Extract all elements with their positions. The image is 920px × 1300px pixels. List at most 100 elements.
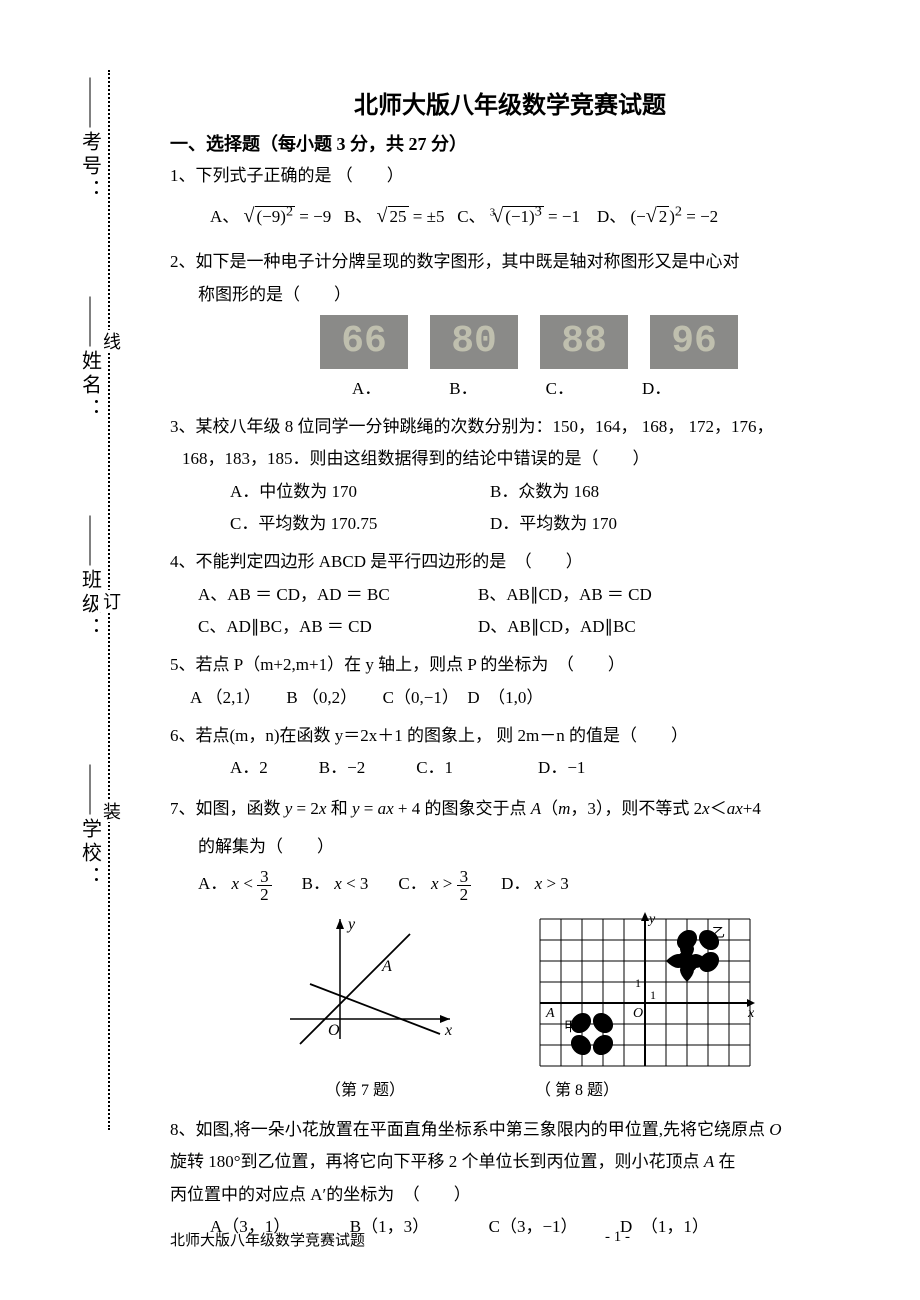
- svg-text:x: x: [444, 1022, 452, 1039]
- question-5: 5、若点 P（m+2,m+1）在 y 轴上，则点 P 的坐标为 （ ） A （2…: [170, 649, 850, 714]
- side-underline: [90, 297, 91, 347]
- scoreboard-a: 66: [320, 315, 408, 369]
- q7-opts: A． x < 32 B． x < 3 C． x > 32 D． x > 3: [170, 865, 850, 903]
- q1-optB-label: B、: [344, 207, 372, 226]
- side-label: 学校：: [76, 818, 105, 890]
- q8-A: A: [704, 1152, 714, 1171]
- sb-label-b: B．: [449, 373, 477, 405]
- sb-label-a: A．: [352, 373, 381, 405]
- question-2: 2、如下是一种电子计分牌呈现的数字图形，其中既是轴对称图形又是中心对 称图形的是…: [170, 246, 850, 405]
- q1-optD-label: D、: [597, 207, 626, 226]
- q8-line2b-text: 在: [714, 1152, 735, 1171]
- q7-optB-label: B．: [302, 874, 330, 893]
- scoreboard-d: 96: [650, 315, 738, 369]
- figure-labels: （第 7 题） （ 第 8 题）: [325, 1073, 850, 1108]
- q7-eq1: y = 2x: [285, 799, 327, 818]
- exam-title: 北师大版八年级数学竞赛试题: [170, 85, 850, 120]
- q7-ineq: 2x＜ax+4: [694, 799, 761, 818]
- q7-optD-label: D．: [501, 874, 530, 893]
- scoreboard-row: 66 80 88 96: [320, 315, 850, 369]
- side-label: 姓名：: [76, 350, 105, 422]
- bind-char-xian: 线: [98, 330, 124, 352]
- bind-char-zhuang: 装: [98, 800, 124, 822]
- bind-char-ding: 订: [98, 590, 124, 612]
- q6-stem: 6、若点(m，n)在函数 y＝2x＋1 的图象上， 则 2m－n 的值是（ ）: [170, 720, 850, 752]
- q8-line3: 丙位置中的对应点 A′的坐标为 （ ）: [170, 1179, 850, 1211]
- main-content: 北师大版八年级数学竞赛试题 一、选择题（每小题 3 分，共 27 分） 1、下列…: [170, 85, 850, 1249]
- q7-optC: C． x > 32: [398, 865, 471, 903]
- figure-q8-grid: y x O 1 1 A 甲 乙: [530, 909, 760, 1069]
- scoreboard-c: 88: [540, 315, 628, 369]
- q7-mid3: （: [541, 799, 558, 818]
- svg-text:y: y: [346, 916, 356, 933]
- question-1: 1、下列式子正确的是 （ ） A、 √(−9)2 = −9 B、 √25 = ±…: [170, 160, 850, 240]
- q7-optA: A． x < 32: [198, 865, 272, 903]
- side-underline: [90, 516, 91, 566]
- q6-opts: A．2 B．−2 C．1 D．−1: [170, 752, 850, 784]
- sb-label-c: C．: [546, 373, 574, 405]
- scoreboard-labels: A． B． C． D．: [352, 373, 850, 405]
- q8-line1-text: 8、如图,将一朵小花放置在平面直角坐标系中第三象限内的甲位置,先将它绕原点: [170, 1120, 769, 1139]
- q7-optC-label: C．: [398, 874, 426, 893]
- scoreboard-digits: 96: [671, 323, 717, 361]
- sb-label-d: D．: [642, 373, 671, 405]
- svg-text:O: O: [328, 1022, 340, 1039]
- q3-line1: 3、某校八年级 8 位同学一分钟跳绳的次数分别为：150，164， 168， 1…: [170, 411, 850, 443]
- question-3: 3、某校八年级 8 位同学一分钟跳绳的次数分别为：150，164， 168， 1…: [170, 411, 850, 540]
- svg-text:乙: 乙: [712, 925, 725, 940]
- section-1-heading: 一、选择题（每小题 3 分，共 27 分）: [170, 130, 850, 156]
- q1-stem: 1、下列式子正确的是 （ ）: [170, 160, 850, 192]
- q7-mid2: 的图象交于点: [420, 799, 531, 818]
- q4-stem: 4、不能判定四边形 ABCD 是平行四边形的是 （ ）: [170, 546, 850, 578]
- q4-opts-row1: A、AB ＝ CD，AD ＝ BC B、AB∥CD，AB ＝ CD: [170, 579, 850, 611]
- footer-page: - 1 -: [605, 1229, 630, 1250]
- figure-row: O x y A: [280, 909, 850, 1069]
- q8-O: O: [769, 1120, 781, 1139]
- q7-eq2: y = ax + 4: [352, 799, 420, 818]
- figure-q7-graph: O x y A: [280, 909, 460, 1049]
- side-underline: [90, 78, 91, 128]
- svg-text:甲: 甲: [564, 1019, 577, 1034]
- q7-mid4: ，3），则不等式: [570, 799, 693, 818]
- q7-optB: B． x < 3: [302, 865, 369, 902]
- q1-options: A、 √(−9)2 = −9 B、 √25 = ±5 C、 3√(−1)3 = …: [170, 192, 850, 240]
- side-label: 考号：: [76, 131, 105, 203]
- q1-optC-label: C、: [457, 207, 485, 226]
- q3-optA: A．中位数为 170: [230, 476, 490, 508]
- q2-line2: 称图形的是（ ）: [170, 279, 850, 311]
- q3-opts-row2: C．平均数为 170.75 D．平均数为 170: [170, 508, 850, 540]
- q3-line2: 168，183，185．则由这组数据得到的结论中错误的是（ ）: [170, 443, 850, 475]
- svg-text:1: 1: [635, 976, 641, 990]
- q3-opts-row1: A．中位数为 170 B．众数为 168: [170, 476, 850, 508]
- q1-optA-label: A、: [210, 207, 239, 226]
- q8-line1: 8、如图,将一朵小花放置在平面直角坐标系中第三象限内的甲位置,先将它绕原点 O: [170, 1114, 850, 1146]
- question-8: 8、如图,将一朵小花放置在平面直角坐标系中第三象限内的甲位置,先将它绕原点 O …: [170, 1114, 850, 1243]
- q7-m: m: [558, 799, 570, 818]
- q8-line2: 旋转 180°到乙位置，再将它向下平移 2 个单位长到丙位置，则小花顶点 A 在: [170, 1146, 850, 1178]
- q3-optC: C．平均数为 170.75: [230, 508, 490, 540]
- q4-optC: C、AD∥BC，AB ＝ CD: [198, 611, 478, 643]
- q3-optD: D．平均数为 170: [490, 508, 617, 540]
- q1-optA-math: √(−9)2 = −9: [244, 207, 332, 226]
- scoreboard-b: 80: [430, 315, 518, 369]
- page-footer: 北师大版八年级数学竞赛试题 - 1 -: [170, 1229, 850, 1250]
- q7-optA-label: A．: [198, 874, 227, 893]
- q4-optA: A、AB ＝ CD，AD ＝ BC: [198, 579, 478, 611]
- question-4: 4、不能判定四边形 ABCD 是平行四边形的是 （ ） A、AB ＝ CD，AD…: [170, 546, 850, 643]
- question-7: 7、如图，函数 y = 2x 和 y = ax + 4 的图象交于点 A（m，3…: [170, 790, 850, 1108]
- svg-text:A: A: [545, 1006, 555, 1021]
- q2-line1: 2、如下是一种电子计分牌呈现的数字图形，其中既是轴对称图形又是中心对: [170, 246, 850, 278]
- q5-stem: 5、若点 P（m+2,m+1）在 y 轴上，则点 P 的坐标为 （ ）: [170, 649, 850, 681]
- q4-opts-row2: C、AD∥BC，AB ＝ CD D、AB∥CD，AD∥BC: [170, 611, 850, 643]
- svg-text:A: A: [381, 958, 392, 975]
- q8-line2-text: 旋转 180°到乙位置，再将它向下平移 2 个单位长到丙位置，则小花顶点: [170, 1152, 704, 1171]
- scoreboard-digits: 80: [451, 323, 497, 361]
- q7-line2: 的解集为（ ）: [170, 828, 850, 865]
- question-6: 6、若点(m，n)在函数 y＝2x＋1 的图象上， 则 2m－n 的值是（ ） …: [170, 720, 850, 785]
- svg-text:O: O: [633, 1006, 643, 1021]
- svg-text:1: 1: [650, 988, 656, 1002]
- footer-title: 北师大版八年级数学竞赛试题: [170, 1229, 365, 1250]
- q4-optD: D、AB∥CD，AD∥BC: [478, 611, 636, 643]
- q3-optB: B．众数为 168: [490, 476, 599, 508]
- q1-optB-math: √25 = ±5: [377, 207, 445, 226]
